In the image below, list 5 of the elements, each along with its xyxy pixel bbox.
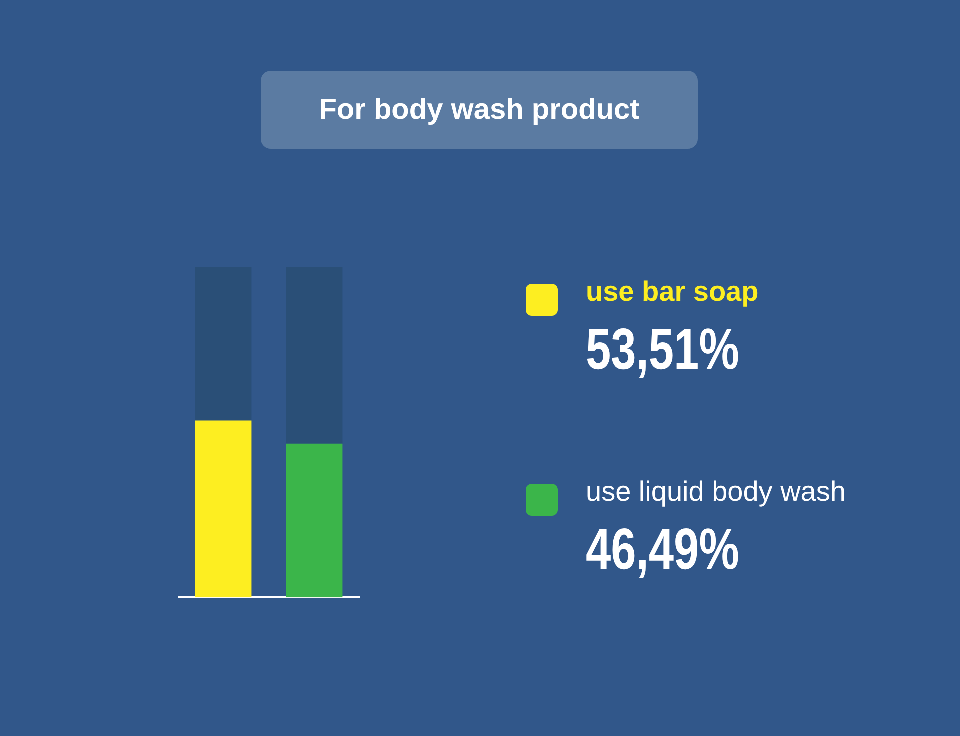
- text: For body wash product: [261, 71, 698, 149]
- text: 53,51%: [586, 316, 740, 383]
- legend-label: use liquid body wash: [586, 476, 846, 508]
- legend-label: use bar soap: [586, 276, 759, 308]
- text: 46,49%: [586, 516, 740, 583]
